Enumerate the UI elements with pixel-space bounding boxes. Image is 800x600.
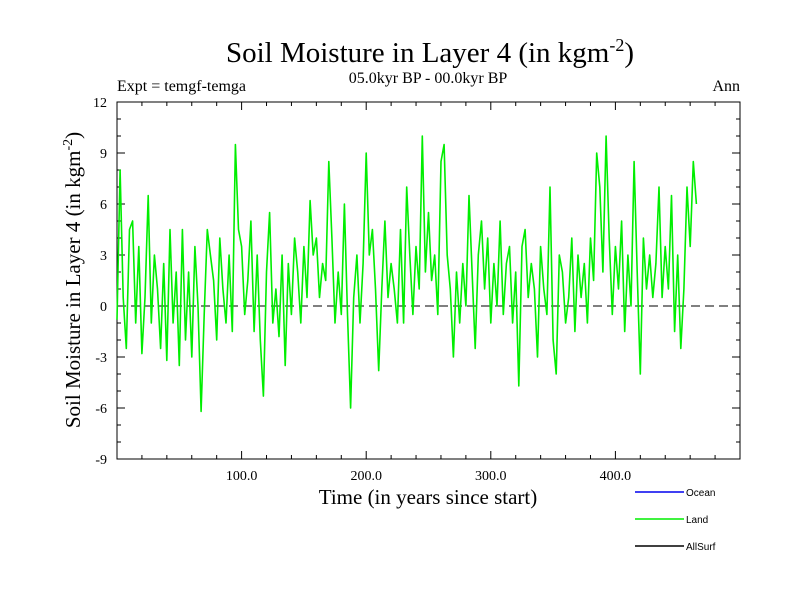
legend-label-allsurf: AllSurf [686,542,716,553]
axis-tick-labels: -9 -6 -3 0 3 6 9 12 100.0 200.0 300.0 400.0 [93,96,631,484]
chart-title: Soil Moisture in Layer 4 (in kgm-2) [226,35,634,69]
x-tick-label: 400.0 [600,469,632,484]
y-tick-label: -9 [95,453,107,468]
y-tick-label: 6 [100,198,107,213]
x-tick-label: 100.0 [226,469,258,484]
y-tick-label: -6 [95,402,107,417]
y-tick-label: 3 [100,249,107,264]
axis-ticks [117,101,740,460]
y-tick-label: 12 [93,96,107,111]
plot-frame [116,101,741,460]
experiment-label: Expt = temgf-temga [117,78,246,95]
y-tick-label: 9 [100,147,107,162]
legend-label-land: Land [686,515,708,526]
y-tick-label: -3 [95,351,107,366]
y-tick-label: 0 [100,300,107,315]
season-label: Ann [712,78,740,95]
x-axis-label: Time (in years since start) [319,485,538,509]
series-group [116,135,698,413]
x-tick-label: 300.0 [475,469,507,484]
series-line-land [116,135,698,413]
x-tick-label: 200.0 [350,469,382,484]
chart-subtitle: 05.0kyr BP - 00.0kyr BP [349,70,508,87]
legend: Ocean Land AllSurf [635,488,716,553]
y-axis-label: Soil Moisture in Layer 4 (in kgm-2) [61,132,85,428]
legend-label-ocean: Ocean [686,488,715,499]
